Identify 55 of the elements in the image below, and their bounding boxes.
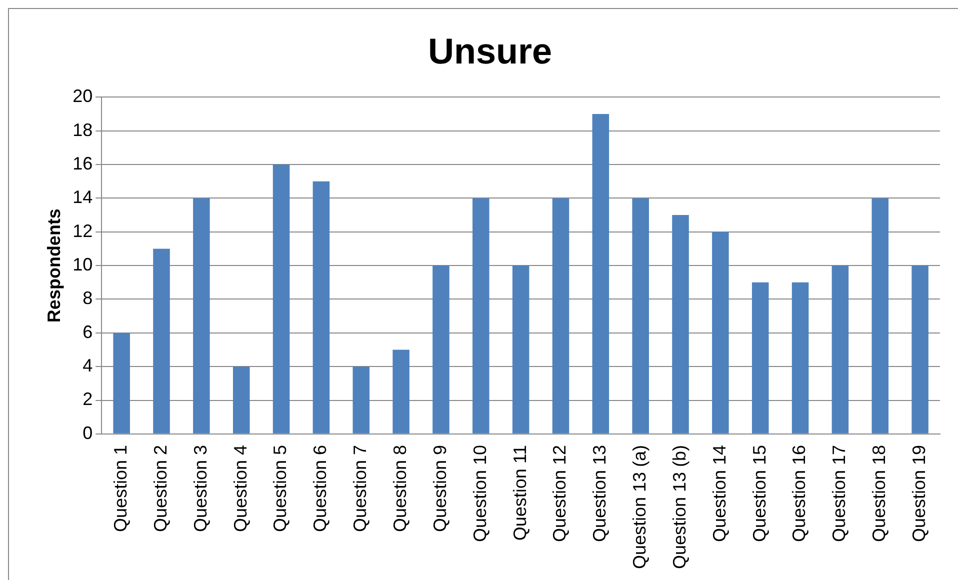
y-tick-label: 20 xyxy=(72,86,93,106)
bar xyxy=(432,266,450,434)
x-tick-label: Question 13 (a) xyxy=(630,444,650,570)
bar xyxy=(272,164,290,434)
bar xyxy=(512,266,530,434)
x-tick-label: Question 12 xyxy=(550,444,570,542)
x-tick-label: Question 2 xyxy=(150,444,170,532)
bar xyxy=(153,248,170,434)
y-tick-label: 18 xyxy=(72,120,93,140)
x-tick-label: Question 16 xyxy=(789,444,810,542)
bar xyxy=(392,350,410,434)
x-tick-label: Question 6 xyxy=(310,444,330,532)
y-tick-label: 14 xyxy=(72,187,93,208)
x-tick-label: Question 8 xyxy=(390,444,410,532)
x-tick-label: Question 9 xyxy=(430,444,450,532)
x-tick-label: Question 11 xyxy=(510,444,530,541)
x-tick-label: Question 3 xyxy=(190,444,210,532)
bar xyxy=(832,266,849,434)
x-tick-label: Question 15 xyxy=(749,444,770,542)
bar xyxy=(312,181,330,434)
x-tick-label: Question 19 xyxy=(909,444,930,542)
bar xyxy=(113,332,130,434)
bar xyxy=(592,114,610,434)
bar xyxy=(872,198,888,434)
bar xyxy=(632,198,649,434)
y-tick-label: 2 xyxy=(82,389,93,410)
x-tick-label: Question 18 xyxy=(869,444,890,542)
y-tick-label: 8 xyxy=(82,288,93,308)
bar xyxy=(472,198,490,434)
x-tick-label: Question 10 xyxy=(470,444,490,542)
x-tick-label: Question 5 xyxy=(270,444,290,532)
y-tick-label: 10 xyxy=(72,254,93,275)
y-tick-label: 12 xyxy=(72,220,93,241)
bar xyxy=(792,282,809,434)
x-tick-label: Question 13 xyxy=(590,444,610,542)
x-tick-label: Question 7 xyxy=(350,444,370,532)
y-tick-label: 6 xyxy=(82,322,93,342)
bar xyxy=(752,282,769,434)
y-tick-label: 4 xyxy=(82,356,93,376)
bar xyxy=(672,215,689,434)
x-tick-label: Question 4 xyxy=(230,444,250,532)
x-tick-label: Question 13 (b) xyxy=(669,444,690,570)
chart-title: Unsure xyxy=(428,30,552,72)
y-tick-label: 0 xyxy=(82,422,93,443)
y-tick-label: 16 xyxy=(72,154,93,174)
y-axis-title: Respondents xyxy=(44,208,64,323)
bar xyxy=(232,366,250,434)
x-tick-label: Question 14 xyxy=(709,444,730,542)
bar xyxy=(352,366,370,434)
bar xyxy=(552,198,570,434)
bar xyxy=(912,266,928,434)
x-tick-label: Question 17 xyxy=(829,444,850,542)
bar xyxy=(712,232,729,434)
x-tick-label: Question 1 xyxy=(110,444,131,532)
bar xyxy=(193,198,210,434)
